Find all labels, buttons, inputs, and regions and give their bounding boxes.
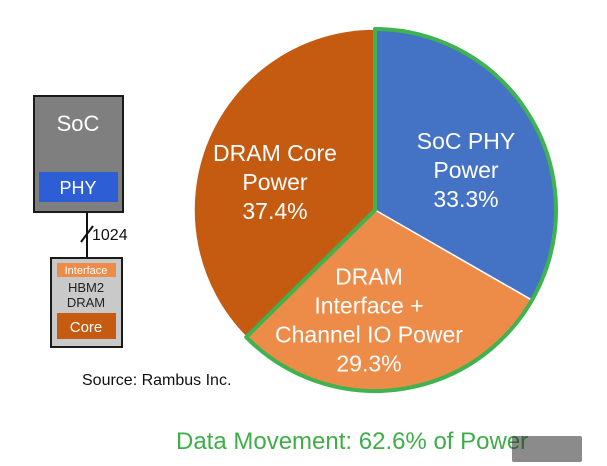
soc-label: SoC <box>57 111 100 136</box>
core-block <box>57 313 116 339</box>
bus-slash <box>80 225 94 243</box>
pie-labels: SoC PHY Power 33.3% DRAM Interface + Channel … <box>213 128 515 377</box>
dram-label: DRAM <box>67 295 105 310</box>
pie-value-label-dram-core: 37.4% <box>242 198 307 224</box>
pie-label-dram-interface: Channel IO Power <box>275 322 463 348</box>
phy-label: PHY <box>59 178 96 198</box>
soc-hbm2-diagram: SoC PHY 1024 Interface HBM2 DRAM Core <box>33 95 128 348</box>
pie-value-label-soc-phy: 33.3% <box>433 186 498 212</box>
pie-slice-dram-core <box>193 28 376 339</box>
hbm2-label: HBM2 <box>68 280 104 295</box>
watermark-logo <box>512 436 582 462</box>
source-caption: Source: Rambus Inc. <box>82 372 232 389</box>
core-label: Core <box>70 319 103 336</box>
interface-label: Interface <box>65 265 108 277</box>
pie-label-dram-interface: Interface + <box>314 293 423 319</box>
pie-slices <box>193 28 557 392</box>
pie-label-dram-interface: DRAM <box>335 264 403 290</box>
phy-block <box>39 172 118 202</box>
pie-label-soc-phy: Power <box>433 157 499 183</box>
interface-block <box>57 263 116 277</box>
pie-value-label-dram-interface: 29.3% <box>336 351 401 377</box>
pie-label-dram-core: DRAM Core <box>213 140 337 166</box>
pie-label-soc-phy: SoC PHY <box>417 128 515 154</box>
pie-label-dram-core: Power <box>242 169 308 195</box>
bus-width-label: 1024 <box>92 227 128 244</box>
data-movement-footer: Data Movement: 62.6% of Power <box>176 428 529 455</box>
data-movement-highlight-border <box>244 27 558 393</box>
